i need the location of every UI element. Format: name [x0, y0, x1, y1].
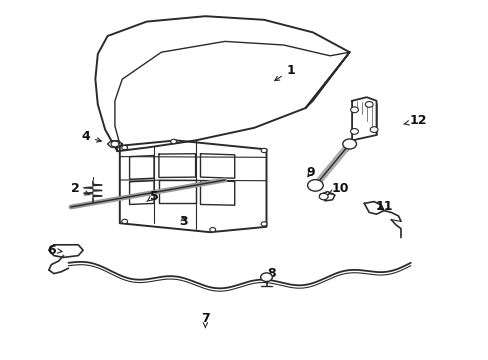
Text: 5: 5	[146, 190, 158, 203]
Text: 2: 2	[71, 183, 89, 195]
Circle shape	[342, 139, 356, 149]
Text: 9: 9	[305, 166, 314, 179]
Circle shape	[319, 193, 327, 200]
Circle shape	[350, 129, 358, 134]
Circle shape	[209, 228, 215, 232]
Text: 10: 10	[327, 183, 348, 195]
Text: 1: 1	[274, 64, 295, 81]
Text: 6: 6	[47, 244, 62, 257]
Circle shape	[122, 145, 127, 150]
Circle shape	[170, 139, 176, 144]
Text: 11: 11	[374, 201, 392, 213]
Circle shape	[365, 102, 372, 107]
Text: 4: 4	[81, 130, 101, 143]
Text: 7: 7	[201, 312, 209, 328]
Circle shape	[350, 107, 358, 113]
Circle shape	[261, 148, 266, 153]
Circle shape	[260, 273, 272, 282]
Circle shape	[307, 180, 323, 191]
Circle shape	[111, 141, 119, 147]
Circle shape	[122, 219, 127, 224]
Circle shape	[261, 222, 266, 226]
Text: 12: 12	[403, 114, 426, 127]
Circle shape	[369, 127, 377, 132]
Text: 8: 8	[266, 267, 275, 280]
Text: 3: 3	[179, 215, 187, 228]
